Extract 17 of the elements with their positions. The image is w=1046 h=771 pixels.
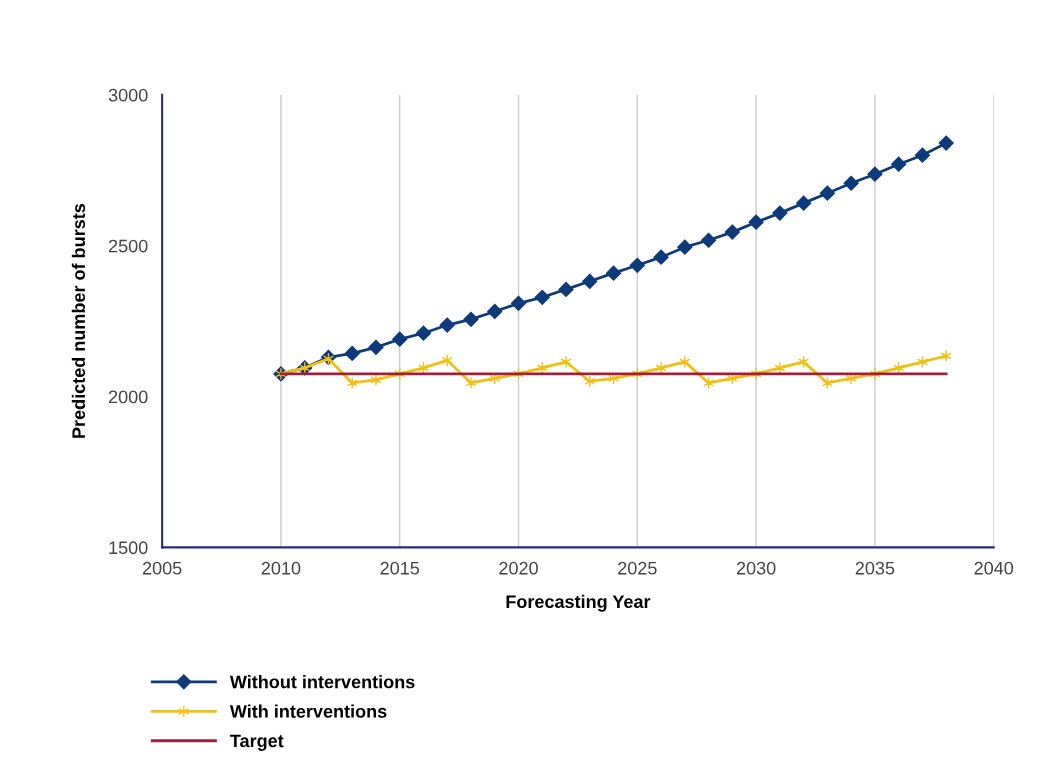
legend-label: With interventions bbox=[229, 704, 387, 718]
y-tick-label: 3000 bbox=[108, 88, 148, 102]
y-tick-label: 1500 bbox=[109, 541, 148, 555]
x-axis-title: Forecasting Year bbox=[506, 594, 651, 612]
x-tick-label: 2025 bbox=[618, 561, 657, 575]
x-tick-label: 2040 bbox=[974, 561, 1014, 575]
y-tick-label: 2000 bbox=[108, 390, 148, 404]
x-tick-label: 2010 bbox=[261, 561, 301, 575]
y-tick-label: 2500 bbox=[108, 239, 148, 253]
x-tick-label: 2035 bbox=[855, 561, 895, 575]
x-tick-label: 2005 bbox=[142, 561, 182, 575]
y-axis-title: Predicted number of bursts bbox=[71, 203, 86, 438]
legend-label: Target bbox=[230, 734, 284, 751]
x-tick-label: 2030 bbox=[736, 561, 776, 575]
legend-label: Without interventions bbox=[229, 675, 415, 689]
x-tick-label: 2020 bbox=[499, 561, 538, 575]
x-tick-label: 2015 bbox=[380, 561, 420, 575]
